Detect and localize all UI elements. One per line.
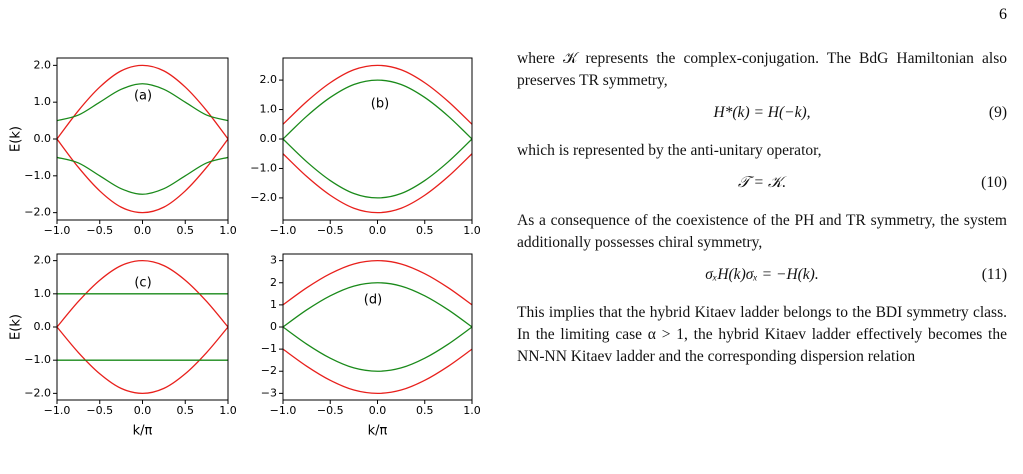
- equation: 𝒯 = 𝒦.: [737, 174, 787, 191]
- series-line: [283, 282, 472, 328]
- x-tick-label: −0.5: [86, 224, 113, 237]
- panel-label: (d): [364, 293, 382, 308]
- axes-frame: [282, 57, 473, 221]
- y-tick-label: 0: [270, 320, 277, 333]
- x-tick-label: −1.0: [270, 404, 297, 417]
- axes-frame: [56, 57, 229, 221]
- x-tick-label: −1.0: [44, 404, 71, 417]
- series-line: [57, 326, 228, 395]
- x-tick-label: −0.5: [317, 224, 344, 237]
- equation: H*(k) = H(−k),: [713, 104, 811, 121]
- x-tick-label: 0.0: [134, 224, 152, 237]
- y-tick-label: 2.0: [260, 73, 278, 86]
- y-axis-label: E(k): [9, 126, 24, 152]
- series-line: [57, 64, 228, 140]
- x-tick-label: 1.0: [219, 224, 237, 237]
- series-line: [57, 138, 228, 214]
- x-tick-label: −0.5: [317, 404, 344, 417]
- x-tick-label: −0.5: [86, 404, 113, 417]
- series-line: [283, 348, 472, 395]
- axes-frame: [56, 253, 229, 401]
- y-tick-label: 1.0: [260, 103, 278, 116]
- axes-frame: [282, 253, 473, 401]
- x-tick-label: 0.0: [369, 404, 387, 417]
- x-tick-label: 0.0: [369, 224, 387, 237]
- equation-row: 𝒯 = 𝒦. (10): [517, 172, 1007, 194]
- equation: σₓH(k)σₓ = −H(k).: [705, 266, 819, 283]
- equation-row: H*(k) = H(−k), (9): [517, 102, 1007, 124]
- series-line: [283, 138, 472, 199]
- x-tick-label: 1.0: [463, 224, 481, 237]
- y-tick-label: 3: [270, 254, 277, 267]
- y-tick-label: 1.0: [34, 287, 52, 300]
- y-tick-label: −3: [261, 386, 277, 399]
- y-tick-label: 0.0: [260, 132, 278, 145]
- series-line: [283, 153, 472, 214]
- panel-label: (a): [134, 89, 152, 104]
- page-number: 6: [999, 6, 1007, 23]
- y-tick-label: 2.0: [34, 58, 52, 71]
- y-tick-label: 0.0: [34, 132, 52, 145]
- paragraph: As a consequence of the coexistence of t…: [517, 212, 1007, 251]
- y-axis-label: E(k): [9, 314, 24, 340]
- y-tick-label: 1.0: [34, 95, 52, 108]
- y-tick-label: −2.0: [24, 206, 51, 219]
- series-line: [283, 64, 472, 125]
- x-tick-label: 0.5: [416, 404, 434, 417]
- x-tick-label: −1.0: [44, 224, 71, 237]
- equation-number: (11): [981, 266, 1007, 283]
- y-tick-label: −1.0: [24, 169, 51, 182]
- series-line: [283, 259, 472, 306]
- x-axis-label: k/π: [133, 424, 153, 439]
- paragraph: which is represented by the anti-unitary…: [517, 142, 822, 159]
- series-line: [283, 326, 472, 372]
- x-tick-label: 0.5: [177, 224, 195, 237]
- series-line: [57, 83, 228, 122]
- equation-row: σₓH(k)σₓ = −H(k). (11): [517, 264, 1007, 286]
- paragraph: This implies that the hybrid Kitaev ladd…: [517, 304, 1007, 365]
- series-line: [57, 259, 228, 328]
- series-line: [57, 156, 228, 195]
- panel-label: (c): [134, 276, 151, 291]
- paragraph: where 𝒦 represents the complex-conjugati…: [517, 50, 1007, 89]
- y-tick-label: 2.0: [34, 254, 52, 267]
- y-tick-label: 2: [270, 276, 277, 289]
- x-tick-label: 1.0: [463, 404, 481, 417]
- equation-number: (9): [988, 104, 1007, 121]
- figure: −1.0 −0.5 0.0 0.5 1.0 2.0 1.0 0.0 −1.0 −2.0 (a) E(k…: [9, 57, 481, 439]
- x-tick-label: 0.5: [416, 224, 434, 237]
- y-tick-label: −1: [261, 342, 277, 355]
- y-tick-label: −2.0: [24, 386, 51, 399]
- x-tick-label: −1.0: [270, 224, 297, 237]
- series-line: [283, 79, 472, 140]
- x-tick-label: 0.0: [134, 404, 152, 417]
- y-tick-label: −2: [261, 364, 277, 377]
- y-tick-label: −2.0: [250, 191, 277, 204]
- x-tick-label: 1.0: [219, 404, 237, 417]
- equation-number: (10): [981, 174, 1007, 191]
- text-column: where 𝒦 represents the complex-conjugati…: [517, 48, 1007, 378]
- y-tick-label: −1.0: [24, 353, 51, 366]
- panel-label: (b): [371, 97, 389, 112]
- y-tick-label: 0.0: [34, 320, 52, 333]
- y-tick-label: −1.0: [250, 161, 277, 174]
- y-tick-label: 1: [270, 298, 277, 311]
- x-tick-label: 0.5: [177, 404, 195, 417]
- x-axis-label: k/π: [368, 424, 388, 439]
